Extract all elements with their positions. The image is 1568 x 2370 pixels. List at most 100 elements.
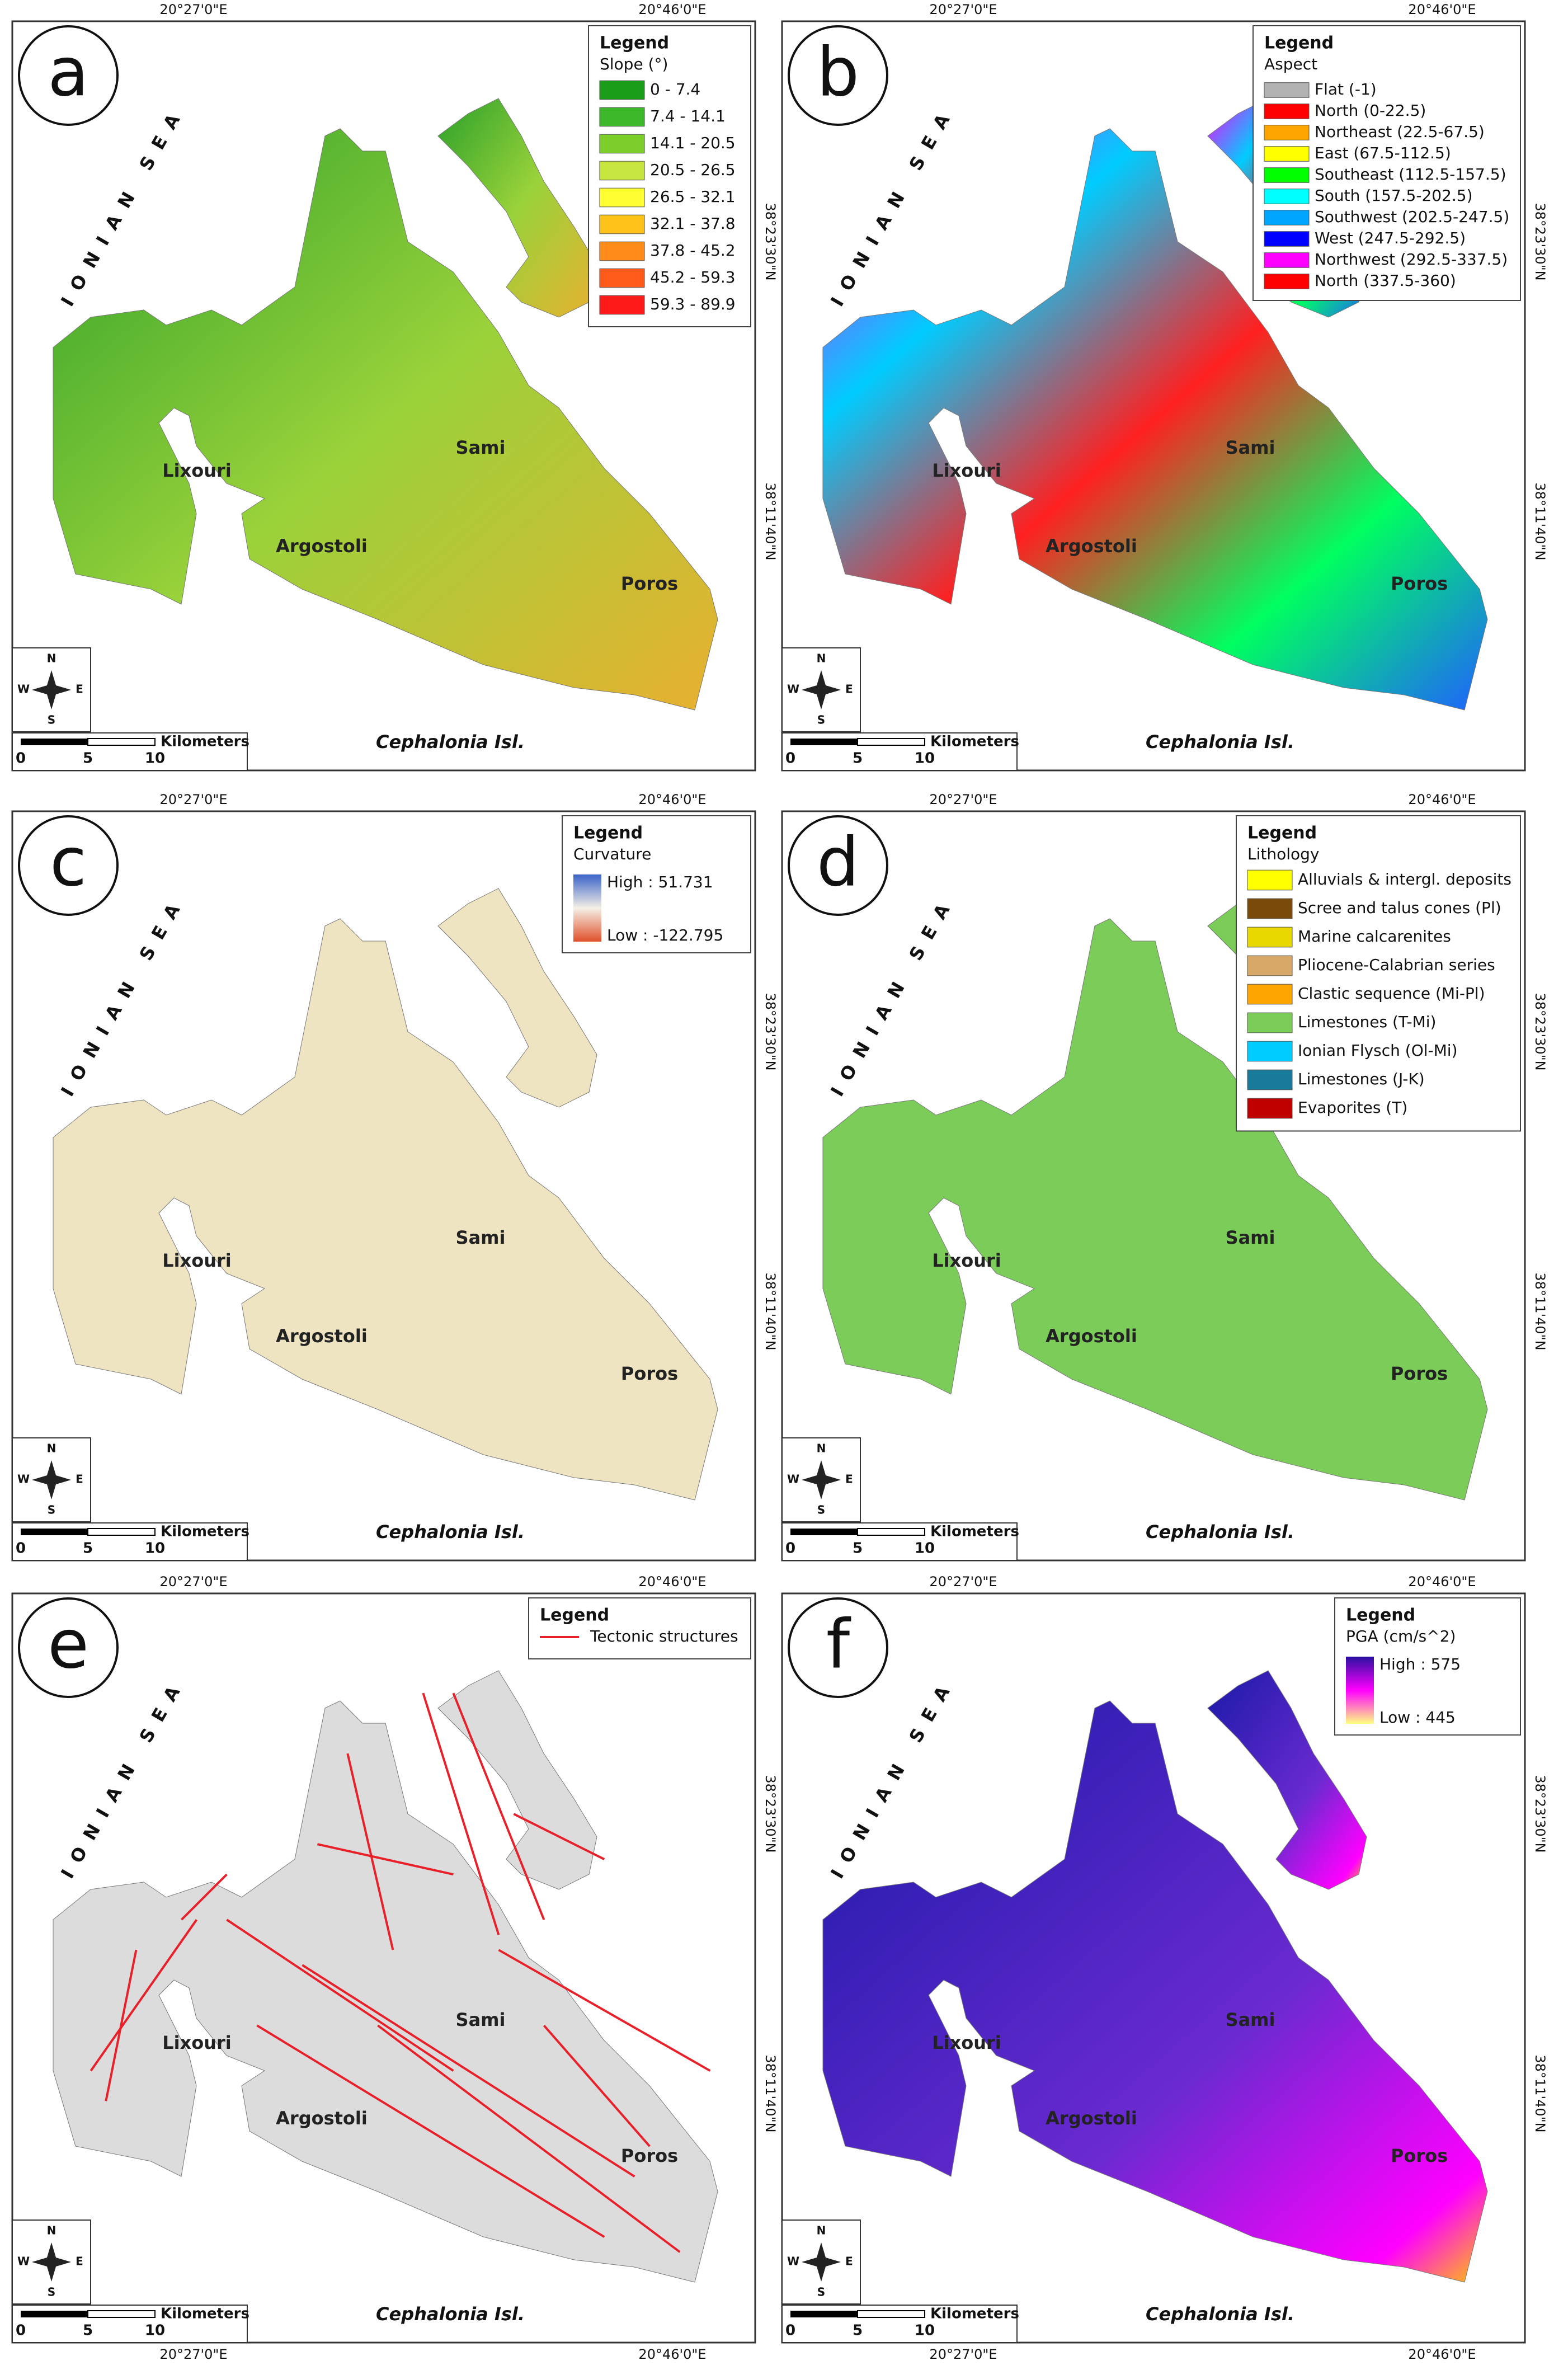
- compass-letter: S: [48, 713, 55, 727]
- fault-line: [422, 1692, 500, 1935]
- compass-rose: [32, 2242, 71, 2282]
- legend-swatch: [1247, 927, 1293, 948]
- legend-swatch: [1264, 125, 1310, 140]
- lat-label: 38°23'30"N: [1532, 203, 1548, 280]
- lat-label: 38°11'40"N: [762, 1272, 778, 1350]
- panel-letter: d: [817, 824, 859, 902]
- panel-letter-circle: [18, 1597, 119, 1698]
- legend-item: 45.2 - 59.3: [650, 268, 736, 286]
- legend-item: 37.8 - 45.2: [650, 241, 736, 260]
- legend-title: Legend: [1264, 34, 1334, 53]
- scale-bar: [857, 1528, 925, 1536]
- place-label: Sami: [1226, 437, 1275, 458]
- island: [1207, 1670, 1367, 1890]
- legend-item: 7.4 - 14.1: [650, 107, 726, 125]
- lon-label: 20°46'0"E: [638, 2, 706, 17]
- fault-line: [180, 1873, 228, 1921]
- lon-label: 20°46'0"E: [1408, 1574, 1476, 1590]
- fault-line: [498, 1949, 711, 2072]
- lon-label: 20°46'0"E: [638, 792, 706, 807]
- scale-bar: [21, 739, 88, 745]
- legend-item: 32.1 - 37.8: [650, 214, 736, 233]
- compass-letter: E: [76, 1473, 83, 1486]
- scale-bar: [790, 2311, 858, 2317]
- lon-label: 20°46'0"E: [638, 2347, 706, 2362]
- panel-letter: b: [817, 34, 859, 112]
- fault-line: [105, 1949, 138, 2101]
- scale-tick: 0: [16, 1540, 26, 1557]
- legend-item: 20.5 - 26.5: [650, 161, 736, 179]
- fault-line: [452, 1692, 545, 1920]
- place-label: Poros: [621, 2145, 678, 2166]
- compass-letter: N: [47, 2224, 56, 2237]
- place-label: Poros: [1391, 573, 1448, 594]
- lon-label: 20°27'0"E: [159, 2, 227, 17]
- place-label: Argostoli: [276, 2108, 368, 2129]
- panel-letter-circle: [788, 25, 888, 126]
- island-label: Cephalonia Isl.: [376, 2303, 525, 2325]
- lon-label: 20°27'0"E: [929, 1574, 997, 1590]
- fault-line: [90, 1919, 198, 2072]
- legend-item: West (247.5-292.5): [1315, 229, 1466, 247]
- legend-ramp: [1346, 1657, 1374, 1724]
- compass-letter: E: [845, 683, 853, 696]
- compass-letter: S: [48, 2286, 55, 2299]
- legend-swatch: [1264, 189, 1310, 204]
- scale-tick: 10: [145, 750, 165, 767]
- legend-low: Low : 445: [1379, 1708, 1456, 1727]
- scale-tick: 5: [83, 2322, 93, 2339]
- lon-label: 20°27'0"E: [159, 792, 227, 807]
- legend-item: Tectonic structures: [590, 1627, 738, 1645]
- legend-swatch: [1264, 274, 1310, 289]
- compass-letter: S: [48, 1503, 55, 1517]
- lat-label: 38°11'40"N: [1532, 1272, 1548, 1350]
- panel-letter: f: [826, 1606, 851, 1684]
- lat-label: 38°23'30"N: [1532, 993, 1548, 1070]
- scale-bar: [87, 1528, 156, 1536]
- lat-label: 38°11'40"N: [1532, 2054, 1548, 2132]
- place-label: Poros: [621, 573, 678, 594]
- legend-swatch: [1264, 104, 1310, 119]
- compass-rose: [802, 2242, 841, 2282]
- lat-label: 38°23'30"N: [762, 1775, 778, 1852]
- legend-swatch: [1247, 869, 1293, 891]
- lon-label: 20°46'0"E: [1408, 2, 1476, 17]
- place-label: Sami: [456, 437, 506, 458]
- compass-letter: N: [47, 652, 56, 665]
- scale-tick: 5: [83, 750, 93, 767]
- fault-line: [346, 1753, 394, 1950]
- scale-tick: 5: [853, 1540, 863, 1557]
- legend-item: South (157.5-202.5): [1315, 186, 1473, 205]
- legend-item: Alluvials & intergl. deposits: [1298, 870, 1512, 888]
- place-label: Sami: [1226, 1227, 1275, 1248]
- scale-tick: 10: [915, 1540, 935, 1557]
- lat-label: 38°11'40"N: [762, 482, 778, 560]
- legend-subtitle: Aspect: [1264, 55, 1317, 73]
- legend: Legend Tectonic structures: [528, 1597, 751, 1659]
- lon-label: 20°46'0"E: [1408, 792, 1476, 807]
- legend-subtitle: Curvature: [573, 845, 651, 863]
- scale-tick: 5: [83, 1540, 93, 1557]
- island-label: Cephalonia Isl.: [1146, 1521, 1294, 1543]
- legend-swatch: [599, 80, 645, 100]
- lon-label: 20°27'0"E: [159, 1574, 227, 1590]
- lon-label: 20°27'0"E: [929, 2, 997, 17]
- compass-rose: [802, 670, 841, 709]
- legend-item: Limestones (J-K): [1298, 1070, 1425, 1088]
- panel-letter-circle: [18, 25, 119, 126]
- scale-bar: [87, 2310, 156, 2318]
- place-label: Lixouri: [162, 2032, 232, 2053]
- scale-tick: 10: [145, 2322, 165, 2339]
- scale-tick: 10: [145, 1540, 165, 1557]
- scale-unit: Kilometers: [161, 733, 249, 750]
- legend-item: North (0-22.5): [1315, 101, 1426, 120]
- legend-title: Legend: [540, 1606, 609, 1625]
- place-label: Lixouri: [932, 1250, 1001, 1271]
- legend-swatch: [599, 187, 645, 208]
- scale-unit: Kilometers: [930, 2306, 1019, 2322]
- legend-item: Ionian Flysch (Ol-Mi): [1298, 1041, 1458, 1060]
- scale-tick: 0: [785, 2322, 795, 2339]
- panel-letter: c: [50, 824, 87, 902]
